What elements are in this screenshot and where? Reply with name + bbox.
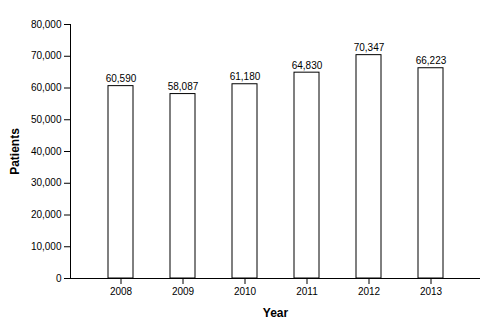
svg-text:66,223: 66,223: [416, 55, 447, 66]
svg-text:20,000: 20,000: [31, 209, 62, 220]
svg-text:2009: 2009: [172, 286, 195, 297]
svg-text:60,000: 60,000: [31, 82, 62, 93]
svg-text:60,590: 60,590: [106, 73, 137, 84]
svg-text:10,000: 10,000: [31, 241, 62, 252]
svg-text:61,180: 61,180: [230, 71, 261, 82]
svg-text:40,000: 40,000: [31, 146, 62, 157]
svg-text:58,087: 58,087: [168, 81, 199, 92]
svg-text:0: 0: [56, 273, 62, 284]
svg-text:2008: 2008: [110, 286, 133, 297]
svg-text:80,000: 80,000: [31, 19, 62, 30]
svg-text:50,000: 50,000: [31, 114, 62, 125]
svg-text:Patients: Patients: [8, 128, 22, 175]
svg-text:2013: 2013: [420, 286, 443, 297]
svg-text:2010: 2010: [234, 286, 257, 297]
svg-text:30,000: 30,000: [31, 177, 62, 188]
svg-text:2011: 2011: [296, 286, 318, 297]
svg-text:70,000: 70,000: [31, 50, 62, 61]
svg-text:64,830: 64,830: [292, 60, 323, 71]
svg-text:70,347: 70,347: [354, 42, 385, 53]
svg-text:2012: 2012: [358, 286, 381, 297]
svg-text:Year: Year: [263, 306, 289, 320]
